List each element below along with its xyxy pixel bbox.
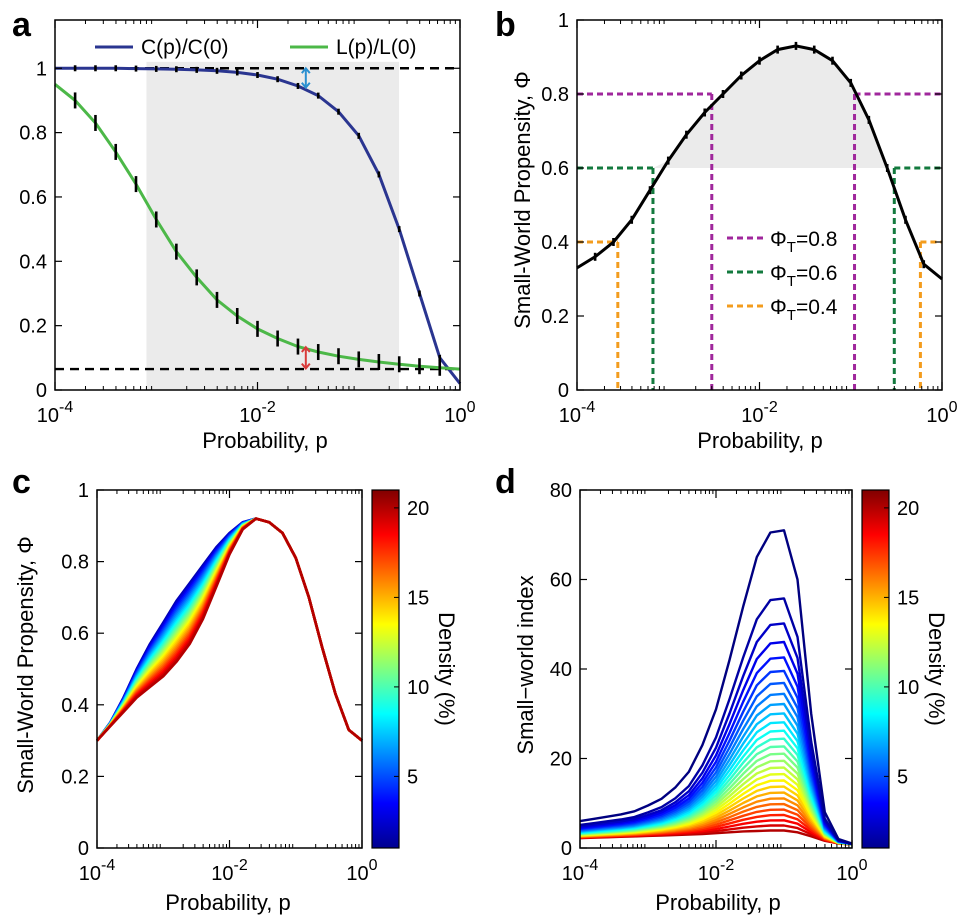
colorbar-gradient	[861, 489, 890, 849]
x-tick-label: 10-4	[37, 399, 74, 427]
y-tick-label: 60	[550, 570, 572, 592]
y-tick-label: 1	[558, 10, 569, 32]
panel-d: d 0 20 40 60 80 10-4 10-2 100 5 10 15 20 Density (%…	[495, 463, 949, 915]
y-tick-label: 0.2	[61, 766, 89, 788]
shaded-range	[146, 61, 400, 391]
panel-label-a: a	[12, 6, 32, 44]
gap-arrow-red-heads	[301, 345, 311, 371]
density-series-line	[579, 640, 853, 846]
density-series-line	[96, 517, 363, 742]
y-tick-label: 0.2	[541, 306, 569, 328]
legend-label: ΦT=0.4	[770, 296, 838, 324]
panel-label-c: c	[12, 463, 31, 501]
x-tick-label: 10-2	[239, 399, 276, 427]
y-tick-label: 0.8	[61, 552, 89, 574]
y-tick-label: 1	[78, 480, 89, 502]
panel-label-b: b	[495, 6, 516, 44]
y-tick-label: 0.4	[19, 251, 47, 273]
y-tick-label: 0	[558, 380, 569, 402]
colorbar-gradient	[371, 489, 400, 849]
series-layer-d	[579, 529, 853, 846]
colorbar-c: 5 10 15 20 Density (%)	[371, 489, 459, 849]
legend-label: L(p)/L(0)	[336, 36, 417, 59]
y-tick-label: 40	[550, 659, 572, 681]
gap-arrow-blue-heads	[301, 66, 311, 90]
density-series-line	[579, 597, 853, 845]
shaded-region-a	[146, 61, 400, 391]
y-tick-label: 0.8	[541, 84, 569, 106]
panel-c: c 0 0.2 0.4 0.6 0.8 1 10-4 10-2 100 5 10 15 20 Densi…	[12, 463, 459, 915]
series-layer-b	[576, 41, 943, 390]
y-tick-label: 0	[36, 380, 47, 402]
legend-label: ΦT=0.6	[770, 262, 837, 290]
series-layer-a	[54, 65, 462, 385]
x-tick-label: 10-2	[698, 857, 735, 885]
y-tick-label: 1	[36, 58, 47, 80]
shaded-region-b	[653, 45, 895, 168]
x-tick-label: 10-4	[559, 399, 596, 427]
series-layer-c	[95, 517, 363, 742]
y-axis-label-b: Small-World Propensity, Φ	[510, 71, 535, 329]
y-tick-label: 0.2	[19, 316, 47, 338]
colorbar-label: Density (%)	[924, 612, 949, 726]
density-series-line	[579, 622, 853, 845]
y-tick-label: 0.4	[61, 695, 89, 717]
colorbar-tick-label: 5	[407, 766, 418, 788]
x-tick-label: 100	[836, 857, 867, 885]
shaded-area	[653, 45, 895, 168]
x-tick-label: 100	[444, 399, 475, 427]
x-axis-label-b: Probability, p	[697, 428, 823, 453]
colorbar-tick-label: 20	[897, 498, 919, 520]
panel-label-d: d	[495, 463, 516, 501]
legend-label: ΦT=0.8	[770, 228, 837, 256]
y-axis-label-c: Small-World Propensity, Φ	[13, 536, 38, 794]
x-tick-label: 10-2	[211, 857, 248, 885]
y-tick-label: 0	[561, 838, 572, 860]
colorbar-d: 5 10 15 20 Density (%)	[861, 489, 949, 849]
axes-b: 0 0.2 0.4 0.6 0.8 1 10-4 10-2 100	[541, 10, 957, 427]
x-tick-label: 10-4	[79, 857, 116, 885]
colorbar-label: Density (%)	[434, 612, 459, 726]
y-tick-label: 0.8	[19, 123, 47, 145]
colorbar-tick-label: 5	[897, 766, 908, 788]
axes-d: 0 20 40 60 80 10-4 10-2 100	[550, 480, 868, 885]
y-tick-label: 0.6	[541, 158, 569, 180]
x-tick-label: 10-4	[562, 857, 599, 885]
legend-b: ΦT=0.8 ΦT=0.6 ΦT=0.4	[727, 228, 838, 324]
colorbar-tick-label: 15	[407, 587, 429, 609]
colorbar-tick-label: 20	[407, 498, 429, 520]
legend-label: C(p)/C(0)	[141, 36, 229, 59]
colorbar-tick-label: 10	[407, 677, 429, 699]
x-tick-label: 100	[346, 857, 377, 885]
x-tick-label: 100	[926, 399, 957, 427]
legend-a: C(p)/C(0) L(p)/L(0)	[95, 36, 417, 59]
y-tick-label: 20	[550, 749, 572, 771]
x-axis-label-d: Probability, p	[655, 890, 781, 915]
y-tick-label: 0.4	[541, 232, 569, 254]
colorbar-tick-label: 15	[897, 587, 919, 609]
axes-a: 0 0.2 0.4 0.6 0.8 1 10-4 10-2 100	[19, 19, 476, 427]
x-axis-label-a: Probability, p	[202, 428, 328, 453]
y-tick-label: 80	[550, 480, 572, 502]
y-tick-label: 0	[78, 838, 89, 860]
colorbar-tick-label: 10	[897, 677, 919, 699]
x-axis-label-c: Probability, p	[165, 890, 291, 915]
axes-c: 0 0.2 0.4 0.6 0.8 1 10-4 10-2 100	[61, 480, 377, 885]
y-axis-label-d: Small−world index	[513, 575, 538, 754]
panel-b: b 0 0.2 0.4 0.6 0.8 1 10-4 10-2 100 ΦT=0.8 ΦT=0.6…	[495, 6, 958, 453]
panel-a: a 0 0.2 0.4 0.6 0.8 1 10-4 10-2 100 C(p)/C(0) L(p…	[12, 6, 476, 453]
density-series-line	[579, 529, 853, 845]
x-tick-label: 10-2	[741, 399, 778, 427]
y-tick-label: 0.6	[19, 187, 47, 209]
y-tick-label: 0.6	[61, 623, 89, 645]
